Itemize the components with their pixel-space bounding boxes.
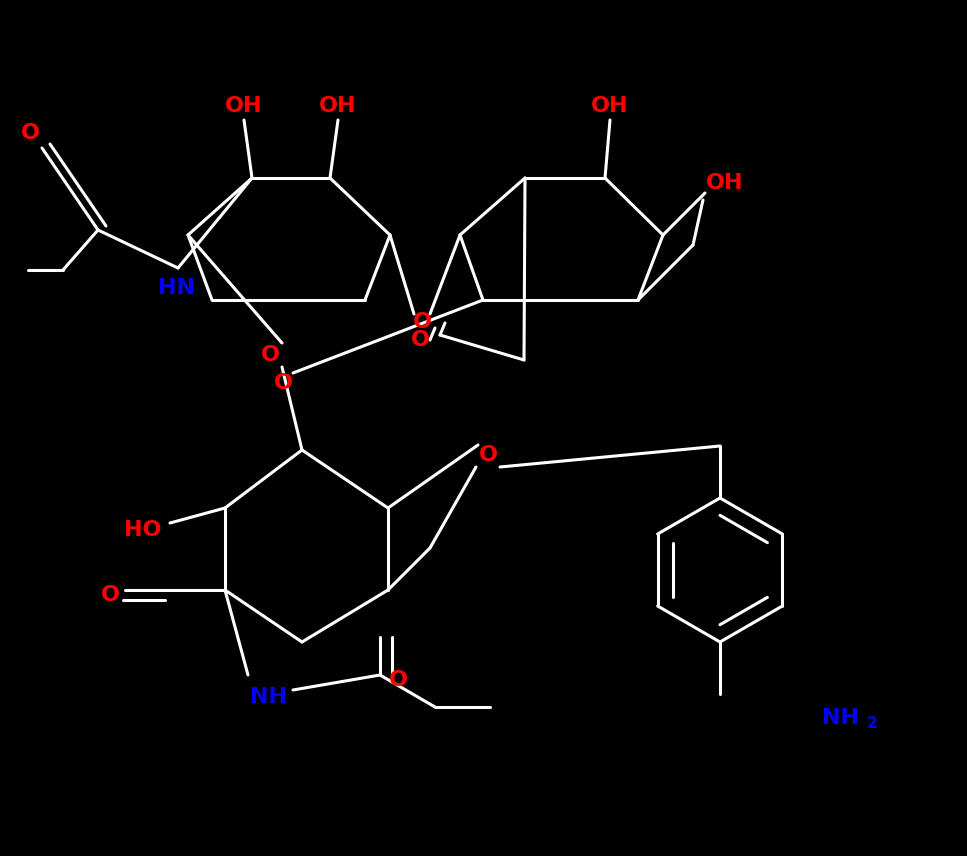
- Text: OH: OH: [225, 96, 263, 116]
- Text: O: O: [479, 445, 497, 465]
- Text: O: O: [260, 345, 279, 365]
- Text: OH: OH: [706, 173, 744, 193]
- Text: NH: NH: [249, 687, 286, 707]
- Text: OH: OH: [591, 96, 629, 116]
- Text: O: O: [101, 585, 120, 605]
- Text: O: O: [20, 123, 40, 143]
- Text: HO: HO: [124, 520, 161, 540]
- Text: HN: HN: [158, 278, 194, 298]
- Text: NH: NH: [822, 708, 859, 728]
- Text: O: O: [413, 312, 431, 332]
- Text: O: O: [411, 330, 429, 350]
- Text: OH: OH: [319, 96, 357, 116]
- Text: O: O: [274, 373, 292, 393]
- Text: O: O: [389, 670, 407, 690]
- Text: 2: 2: [866, 716, 877, 732]
